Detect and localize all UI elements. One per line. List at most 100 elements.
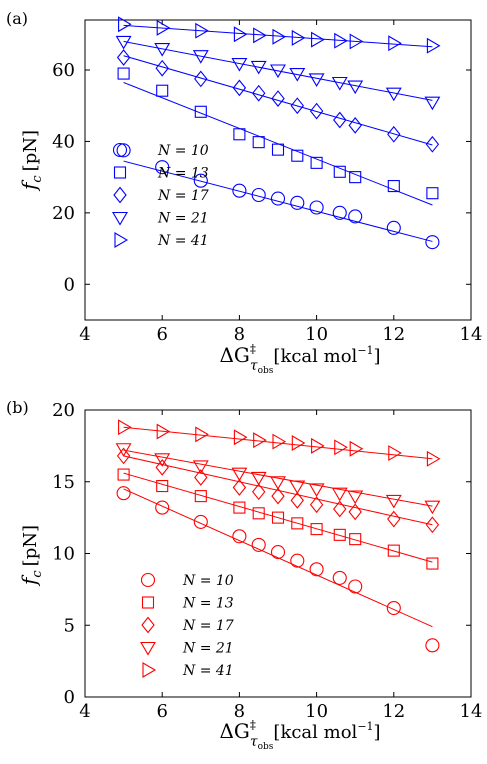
x-tick-label: 4 bbox=[79, 324, 90, 345]
data-point-square bbox=[387, 180, 400, 193]
data-point-square bbox=[233, 128, 246, 141]
data-point-triangle-down bbox=[250, 60, 267, 75]
x-tick-label: 12 bbox=[382, 701, 405, 722]
series-triangle-down bbox=[115, 35, 441, 111]
data-point-triangle-right bbox=[349, 440, 364, 457]
data-point-circle bbox=[232, 183, 247, 198]
x-tick-label: 8 bbox=[234, 324, 245, 345]
panel-b: (b) 4 6 8 10 12 14 0 5 10 15 20 N = 10 N = 13 N = 17 N … bbox=[6, 398, 482, 752]
data-point-triangle-down bbox=[192, 460, 209, 475]
fit-line bbox=[123, 472, 433, 563]
data-point-circle bbox=[251, 187, 266, 203]
data-point-triangle-down bbox=[289, 68, 306, 82]
data-point-diamond bbox=[387, 510, 401, 528]
data-point-triangle-down bbox=[331, 487, 348, 502]
data-point-circle bbox=[155, 160, 170, 175]
legend-label: N = 17 bbox=[182, 618, 234, 634]
data-point-circle bbox=[232, 529, 247, 544]
data-point-circle bbox=[290, 195, 305, 210]
data-point-square bbox=[156, 480, 169, 493]
fit-line bbox=[123, 24, 433, 48]
data-point-triangle-down bbox=[289, 480, 306, 495]
legend-marker-square bbox=[113, 166, 127, 179]
data-point-triangle-down bbox=[347, 80, 364, 95]
fit-line bbox=[123, 488, 433, 628]
data-point-square bbox=[291, 149, 304, 162]
data-point-square bbox=[271, 511, 285, 524]
legend-label: N = 21 bbox=[182, 641, 234, 657]
data-point-triangle-down bbox=[154, 453, 171, 467]
legend-marker-square bbox=[141, 596, 155, 609]
data-point-triangle-down bbox=[250, 471, 267, 486]
data-point-triangle-right bbox=[272, 28, 287, 45]
series-circle bbox=[116, 143, 440, 250]
data-point-circle bbox=[309, 200, 324, 215]
data-point-triangle-down bbox=[308, 483, 325, 498]
data-point-triangle-down bbox=[385, 494, 402, 509]
panel-a: (a) 4 6 8 10 12 14 0 20 40 60 N = 10 N = 13 N = 17 N =… bbox=[6, 9, 482, 376]
legend-marker-triangle-right bbox=[114, 232, 129, 248]
data-point-circle bbox=[425, 235, 440, 250]
data-point-triangle-right bbox=[291, 435, 306, 451]
data-point-square bbox=[333, 528, 346, 541]
axes-frame bbox=[84, 19, 472, 321]
data-point-diamond bbox=[425, 516, 440, 534]
y-tick-label: 40 bbox=[52, 131, 75, 152]
legend-marker-triangle-down bbox=[140, 641, 156, 656]
data-point-circle bbox=[425, 638, 440, 653]
data-point-circle bbox=[270, 191, 286, 206]
data-point-circle bbox=[309, 562, 324, 577]
legend-label: N = 13 bbox=[182, 596, 234, 612]
data-point-square bbox=[233, 501, 246, 514]
data-point-square bbox=[194, 490, 207, 503]
legend-label: N = 17 bbox=[157, 188, 209, 204]
data-point-circle bbox=[386, 600, 401, 616]
y-axis-label: fc[pN] bbox=[17, 130, 45, 192]
fit-line bbox=[123, 40, 433, 101]
legend-marker-diamond bbox=[113, 186, 127, 204]
data-point-circle bbox=[193, 514, 208, 529]
data-point-triangle-right bbox=[195, 426, 209, 443]
data-point-circle bbox=[270, 545, 286, 560]
x-axis-label: ΔG‡ τobs[kcal mol−1] bbox=[219, 718, 380, 752]
data-point-triangle-right bbox=[233, 429, 248, 446]
data-point-diamond bbox=[271, 487, 285, 505]
data-point-square bbox=[252, 136, 265, 149]
data-point-triangle-right bbox=[195, 22, 209, 39]
data-point-triangle-right bbox=[156, 423, 171, 440]
data-point-square bbox=[426, 557, 439, 570]
series-square bbox=[117, 468, 439, 570]
data-point-triangle-down bbox=[231, 467, 248, 482]
data-point-circle bbox=[251, 537, 266, 552]
legend-label: N = 21 bbox=[157, 211, 209, 227]
data-point-diamond bbox=[155, 59, 169, 77]
data-point-diamond bbox=[232, 79, 247, 97]
panel-tag: (a) bbox=[6, 9, 28, 28]
data-point-diamond bbox=[116, 447, 131, 465]
data-point-diamond bbox=[309, 102, 324, 120]
data-point-square bbox=[117, 67, 130, 80]
data-point-circle bbox=[193, 173, 208, 188]
data-point-circle bbox=[155, 500, 170, 515]
fit-line bbox=[123, 55, 433, 146]
y-tick-label: 20 bbox=[52, 203, 75, 224]
data-point-diamond bbox=[194, 469, 208, 486]
data-point-triangle-down bbox=[424, 500, 441, 515]
data-point-circle bbox=[116, 486, 131, 501]
x-tick-label: 6 bbox=[156, 701, 167, 722]
data-point-circle bbox=[348, 209, 363, 224]
data-point-diamond bbox=[271, 90, 285, 107]
data-point-triangle-down bbox=[231, 58, 248, 72]
series-diamond bbox=[116, 49, 440, 153]
legend-marker-circle bbox=[140, 572, 156, 588]
data-point-square bbox=[252, 507, 265, 520]
legend-marker-diamond bbox=[141, 616, 155, 634]
series-diamond bbox=[116, 447, 440, 534]
x-tick-label: 14 bbox=[460, 324, 483, 345]
data-point-circle bbox=[290, 553, 305, 568]
y-tick-label: 5 bbox=[64, 615, 75, 636]
data-point-triangle-down bbox=[154, 43, 171, 57]
data-point-triangle-down bbox=[331, 76, 348, 91]
data-point-square bbox=[426, 187, 439, 200]
